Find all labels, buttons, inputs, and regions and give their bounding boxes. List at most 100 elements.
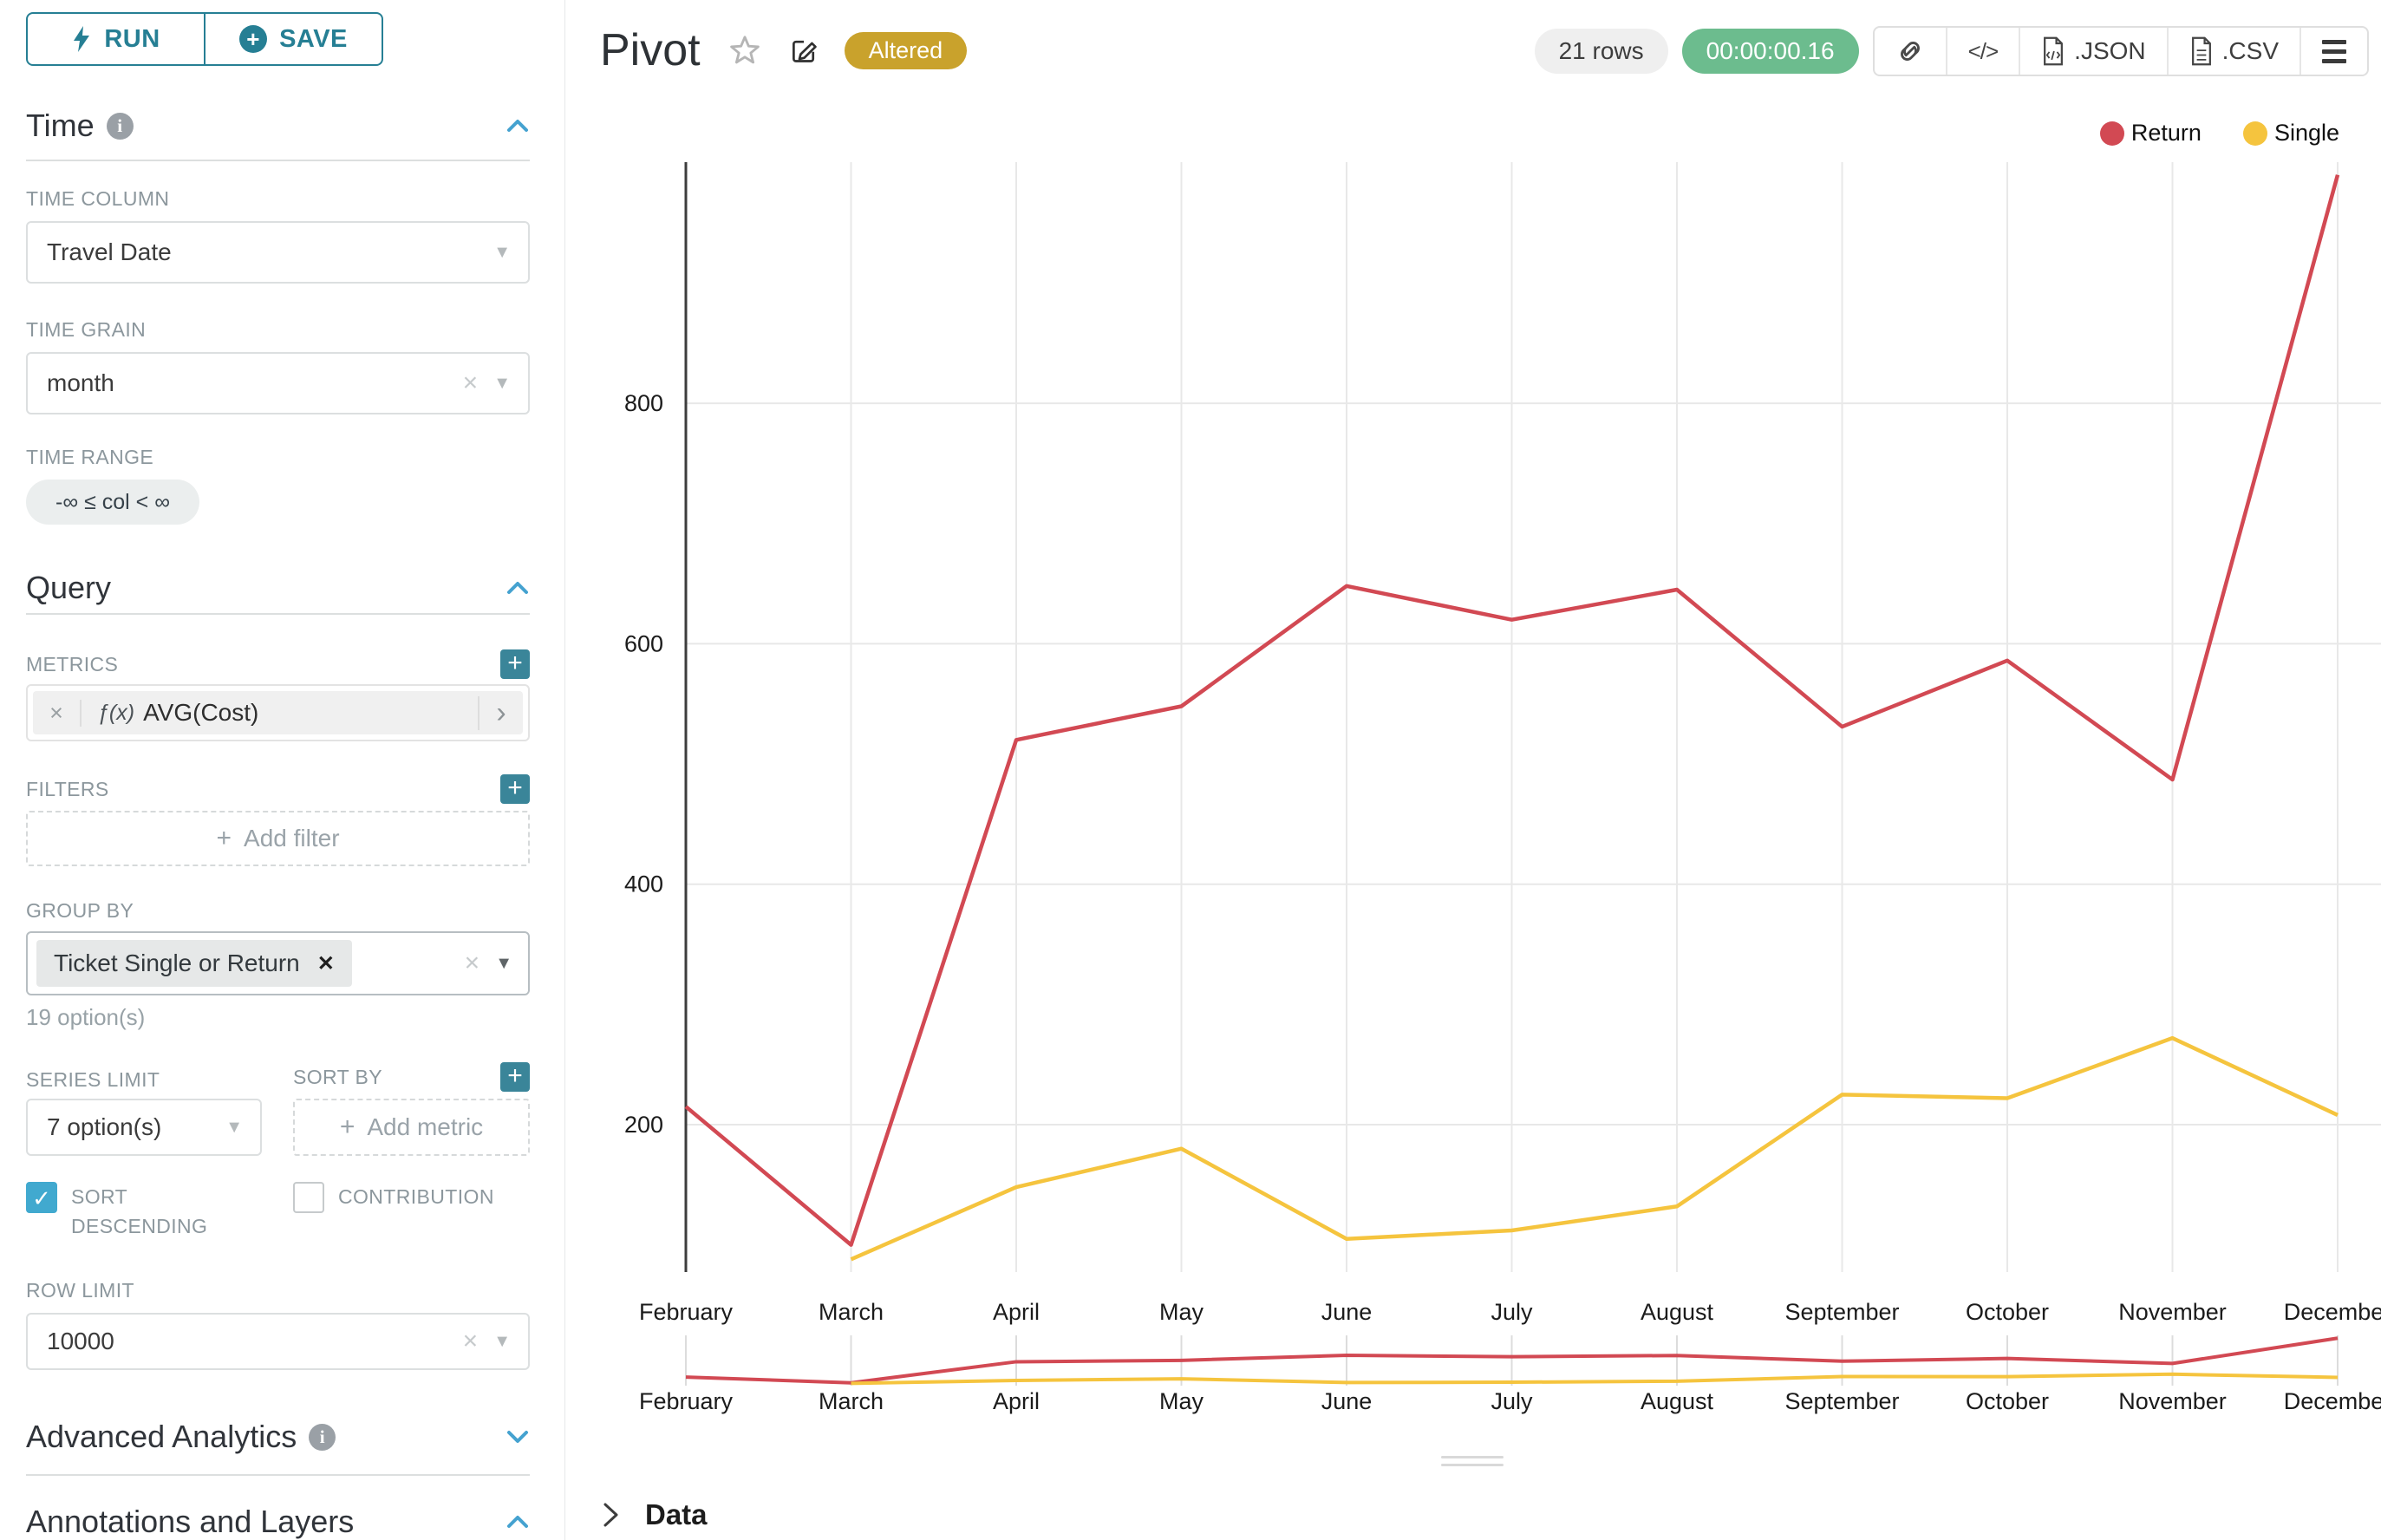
time-range-label: TIME RANGE: [26, 446, 154, 468]
clear-icon[interactable]: ×: [464, 949, 480, 977]
page-title: Pivot: [600, 25, 701, 75]
plus-icon: +: [339, 1113, 356, 1141]
chart-legend: Return Single: [2099, 120, 2339, 147]
chart-header: Pivot Altered: [600, 24, 968, 76]
run-button[interactable]: RUN: [28, 14, 204, 64]
mini-series-line-return: [685, 1336, 2339, 1385]
link-icon: [1900, 42, 1920, 61]
add-filter-plus-button[interactable]: +: [500, 774, 530, 804]
info-icon[interactable]: [106, 112, 134, 140]
chevron-right-icon[interactable]: ›: [478, 695, 523, 730]
time-range-pill[interactable]: -∞ ≤ col < ∞: [26, 480, 200, 525]
group-by-hint: 19 option(s): [26, 1004, 146, 1030]
remove-chip-icon[interactable]: ✕: [316, 951, 335, 976]
info-icon[interactable]: [309, 1423, 336, 1451]
time-section-header[interactable]: Time: [26, 108, 530, 144]
short-link-button[interactable]: [1875, 28, 1946, 75]
clear-icon[interactable]: ×: [462, 1327, 479, 1355]
x-axis-month-label: July: [1491, 1299, 1533, 1325]
save-button[interactable]: + SAVE: [204, 14, 382, 64]
row-count-badge: 21 rows: [1534, 29, 1668, 74]
add-sort-metric-plus-button[interactable]: +: [500, 1062, 530, 1092]
chevron-up-icon[interactable]: [506, 1514, 530, 1530]
sort-by-label: SORT BY: [293, 1065, 382, 1088]
chevron-right-icon: [603, 1503, 618, 1527]
mini-axis-month-label: June: [1321, 1388, 1373, 1414]
chart-canvas[interactable]: 200 400 600 800 February February March March Ap…: [565, 0, 2381, 1540]
y-axis-tick-label: 600: [624, 630, 663, 656]
plus-circle-icon: +: [239, 25, 268, 53]
query-timer-badge: 00:00:00.16: [1681, 29, 1859, 74]
add-metric-label: Add metric: [367, 1113, 484, 1140]
y-axis-tick-label: 200: [624, 1112, 663, 1138]
data-section-label: Data: [645, 1498, 708, 1530]
time-grain-select[interactable]: month × ▼: [26, 352, 530, 414]
altered-badge[interactable]: Altered: [844, 31, 968, 69]
chevron-up-icon[interactable]: [506, 580, 530, 596]
advanced-analytics-title: Advanced Analytics: [26, 1419, 297, 1454]
x-axis-month-label: June: [1321, 1299, 1373, 1325]
mini-axis-month-label: December: [2284, 1388, 2381, 1414]
chevron-up-icon[interactable]: [506, 118, 530, 134]
chevron-down-icon[interactable]: [506, 1429, 530, 1445]
sort-by-dropzone[interactable]: + Add metric: [293, 1099, 530, 1156]
metric-pill[interactable]: × ƒ(x) AVG(Cost) ›: [33, 691, 523, 734]
add-filter-label: Add filter: [244, 825, 340, 852]
sort-descending-label: SORT DESCENDING: [71, 1185, 208, 1237]
time-grain-value: month: [47, 369, 114, 396]
group-by-select[interactable]: Ticket Single or Return ✕ × ▼: [26, 931, 530, 995]
metrics-header-row: METRICS +: [26, 649, 530, 679]
chart-menu-button[interactable]: [2299, 28, 2367, 75]
embed-code-button[interactable]: </>: [1945, 28, 2019, 75]
mini-axis-month-label: April: [993, 1388, 1040, 1414]
query-section-header[interactable]: Query: [26, 570, 530, 606]
time-section-title: Time: [26, 108, 95, 143]
mini-axis-month-label: May: [1159, 1388, 1204, 1414]
group-by-chip-label: Ticket Single or Return: [54, 949, 300, 976]
annotations-header[interactable]: Annotations and Layers: [26, 1504, 530, 1540]
panel-resize-handle[interactable]: [1441, 1456, 1504, 1471]
export-csv-label: .CSV: [2221, 37, 2279, 64]
metrics-container: × ƒ(x) AVG(Cost) ›: [26, 684, 530, 741]
export-csv-button[interactable]: .CSV: [2166, 28, 2299, 75]
x-axis-month-label: May: [1159, 1299, 1204, 1325]
series-limit-select[interactable]: 7 option(s) ▼: [26, 1099, 262, 1156]
contribution-label: CONTRIBUTION: [338, 1185, 494, 1208]
y-axis-tick-label: 800: [624, 390, 663, 416]
mini-series-line-single: [851, 1372, 2339, 1386]
x-axis-month-label: April: [993, 1299, 1040, 1325]
caret-down-icon[interactable]: ▼: [493, 242, 511, 262]
remove-metric-icon[interactable]: ×: [33, 699, 82, 727]
sort-descending-checkbox[interactable]: ✓: [26, 1182, 57, 1213]
export-json-button[interactable]: .JSON: [2019, 28, 2166, 75]
group-by-chip[interactable]: Ticket Single or Return ✕: [36, 940, 352, 987]
caret-down-icon[interactable]: ▼: [493, 1331, 511, 1351]
fx-icon: ƒ(x): [97, 700, 135, 725]
metrics-label: METRICS: [26, 652, 119, 675]
contribution-field[interactable]: CONTRIBUTION: [293, 1182, 530, 1241]
add-metric-plus-button[interactable]: +: [500, 649, 530, 679]
contribution-checkbox[interactable]: [293, 1182, 324, 1213]
favorite-star-icon[interactable]: [728, 34, 761, 67]
control-panel: RUN + SAVE Time TIME COLUMN Travel Date …: [0, 0, 565, 1540]
series-limit-label: SERIES LIMIT: [26, 1068, 160, 1091]
annotations-title: Annotations and Layers: [26, 1504, 355, 1539]
data-section-toggle[interactable]: Data: [602, 1498, 708, 1531]
caret-down-icon[interactable]: ▼: [495, 953, 512, 973]
query-section-title: Query: [26, 570, 112, 605]
caret-down-icon[interactable]: ▼: [493, 373, 511, 393]
row-limit-select[interactable]: 10000 × ▼: [26, 1313, 530, 1370]
edit-title-icon[interactable]: [789, 36, 819, 65]
save-button-label: SAVE: [279, 24, 348, 53]
clear-icon[interactable]: ×: [462, 369, 479, 397]
sort-descending-field[interactable]: ✓ SORT DESCENDING: [26, 1182, 262, 1241]
add-filter-dropzone[interactable]: + Add filter: [26, 811, 530, 866]
advanced-analytics-header[interactable]: Advanced Analytics: [26, 1419, 530, 1455]
legend-item-return[interactable]: Return: [2099, 120, 2202, 147]
mini-axis-month-label: October: [1966, 1388, 2049, 1414]
legend-item-single[interactable]: Single: [2242, 120, 2339, 147]
time-column-select[interactable]: Travel Date ▼: [26, 221, 530, 284]
row-limit-value: 10000: [47, 1328, 114, 1354]
caret-down-icon[interactable]: ▼: [225, 1117, 243, 1137]
x-axis-month-label: March: [819, 1299, 884, 1325]
